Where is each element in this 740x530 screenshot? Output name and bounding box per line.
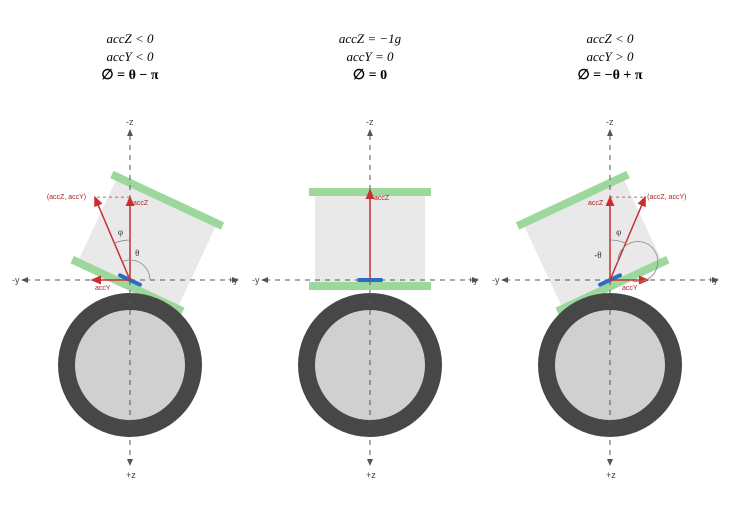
label-accy: accY xyxy=(622,285,638,292)
panel-header-0: accZ < 0 accY < 0 ∅ = θ − π xyxy=(10,30,250,86)
label-neg-z: -z xyxy=(366,117,374,127)
label-pos-z: +z xyxy=(126,470,136,480)
label-neg-z: -z xyxy=(606,117,614,127)
theta-label: θ xyxy=(135,248,139,258)
panel-header-1: accZ = −1g accY = 0 ∅ = 0 xyxy=(250,30,490,86)
diagram-2: -z +z -y +y -θ φ (accZ, accY) accZ accY xyxy=(490,100,730,500)
header-line1: accZ < 0 xyxy=(10,30,250,48)
panel-0: accZ < 0 accY < 0 ∅ = θ − π -z +z -y xyxy=(10,30,250,500)
label-neg-y: -y xyxy=(252,275,260,285)
phi-label: φ xyxy=(616,227,621,237)
diagram-0: -z +z -y +y θ φ (accZ, accY) accZ accY xyxy=(10,100,250,500)
header-line2: accY < 0 xyxy=(10,48,250,66)
header-line3: ∅ = −θ + π xyxy=(490,66,730,86)
panel-header-2: accZ < 0 accY > 0 ∅ = −θ + π xyxy=(490,30,730,86)
label-pos-y: +y xyxy=(468,275,478,285)
label-pos-z: +z xyxy=(606,470,616,480)
header-line3: ∅ = θ − π xyxy=(10,66,250,86)
label-neg-y: -y xyxy=(12,275,20,285)
panel-1: accZ = −1g accY = 0 ∅ = 0 -z +z -y xyxy=(250,30,490,500)
theta-label: -θ xyxy=(594,250,601,260)
label-neg-z: -z xyxy=(126,117,134,127)
header-line1: accZ = −1g xyxy=(250,30,490,48)
label-accz: accZ xyxy=(588,200,604,207)
header-line2: accY > 0 xyxy=(490,48,730,66)
label-acczy: (accZ, accY) xyxy=(647,194,686,201)
label-pos-y: +y xyxy=(228,275,238,285)
label-accz: accZ xyxy=(374,195,390,202)
header-line2: accY = 0 xyxy=(250,48,490,66)
label-accy: accY xyxy=(95,285,111,292)
label-accz: accZ xyxy=(133,200,149,207)
header-line1: accZ < 0 xyxy=(490,30,730,48)
label-neg-y: -y xyxy=(492,275,500,285)
diagram-1: -z +z -y +y accZ xyxy=(250,100,490,500)
label-pos-y: +y xyxy=(708,275,718,285)
header-line3: ∅ = 0 xyxy=(250,66,490,86)
panel-2: accZ < 0 accY > 0 ∅ = −θ + π -z +z -y xyxy=(490,30,730,500)
label-acczy: (accZ, accY) xyxy=(47,194,86,201)
phi-label: φ xyxy=(118,227,123,237)
label-pos-z: +z xyxy=(366,470,376,480)
